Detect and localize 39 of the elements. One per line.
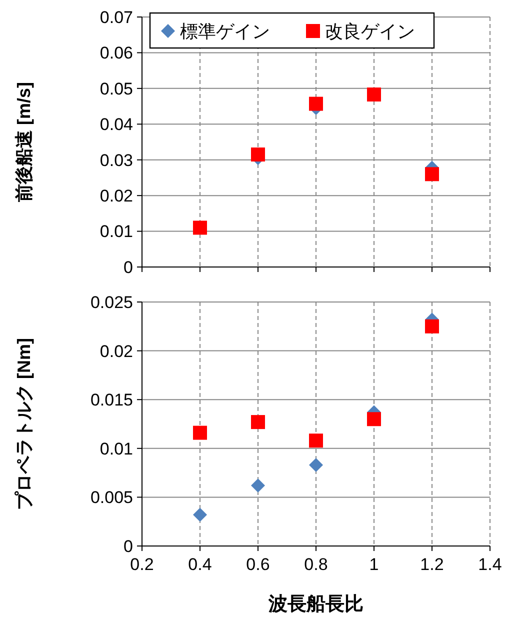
x-tick-label: 1 <box>369 555 379 574</box>
point <box>251 478 265 492</box>
x-tick-label: 0.4 <box>188 555 212 574</box>
x-axis-title: 波長船長比 <box>268 593 364 615</box>
point <box>193 508 207 522</box>
y-tick-label: 0 <box>124 258 133 277</box>
point <box>251 148 265 162</box>
point <box>367 88 381 102</box>
y-tick-label: 0 <box>124 536 133 556</box>
y-tick-label: 0.02 <box>100 186 133 206</box>
point <box>193 220 207 235</box>
y-tick-label: 0.015 <box>90 390 133 410</box>
x-tick-label: 1.2 <box>420 555 444 574</box>
point <box>425 319 439 334</box>
point <box>193 426 207 440</box>
point <box>425 167 439 182</box>
x-tick-label: 0.8 <box>304 555 328 574</box>
point <box>309 96 323 111</box>
y-tick-label: 0.005 <box>90 488 133 508</box>
y-tick-label: 0.05 <box>100 79 133 98</box>
legend-label: 改良ゲイン <box>325 21 415 42</box>
point <box>309 458 323 472</box>
y-axis-title: プロペラトルク [Nm] <box>14 338 34 510</box>
y-tick-label: 0.04 <box>100 115 133 134</box>
y-tick-label: 0.01 <box>100 439 133 458</box>
y-tick-label: 0.03 <box>100 150 133 170</box>
point <box>367 412 381 426</box>
legend-label: 標準ゲイン <box>180 21 270 42</box>
x-tick-label: 1.4 <box>478 555 502 574</box>
point <box>251 415 265 430</box>
x-tick-label: 0.6 <box>246 555 270 574</box>
y-tick-label: 0.06 <box>100 44 133 63</box>
y-tick-label: 0.07 <box>100 8 133 27</box>
x-tick-label: 0.2 <box>130 555 154 574</box>
point <box>309 434 323 448</box>
y-tick-label: 0.02 <box>100 342 133 361</box>
y-axis-title: 前後船速 [m/s] <box>14 82 34 204</box>
y-tick-label: 0.025 <box>90 292 133 312</box>
y-tick-label: 0.01 <box>100 222 133 242</box>
